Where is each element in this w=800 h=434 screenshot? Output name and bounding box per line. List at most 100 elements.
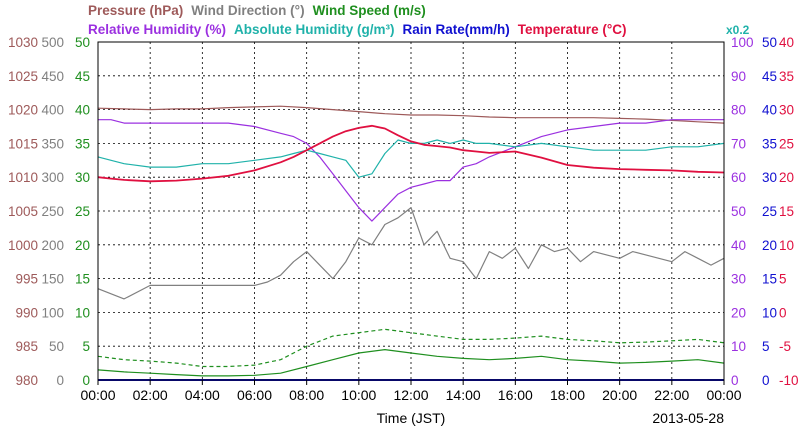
wind_speed-tick-label: 25 — [75, 204, 90, 219]
rain-scale-note: x0.2 — [726, 23, 750, 37]
temperature-tick-label: 25 — [779, 136, 794, 151]
humidity-tick-label: 10 — [731, 339, 746, 354]
wind_speed-tick-label: 45 — [75, 69, 90, 84]
legend-entry: Wind Direction (°) — [191, 3, 304, 18]
wind_speed-tick-label: 35 — [75, 136, 90, 151]
wind_speed-tick-label: 50 — [75, 35, 90, 50]
x-axis-label: Time (JST) — [377, 410, 446, 426]
humidity-tick-label: 60 — [731, 170, 746, 185]
temperature-tick-label: 5 — [779, 272, 787, 287]
humidity-tick-label: 40 — [731, 238, 746, 253]
x-tick-label: 18:00 — [550, 387, 585, 403]
rain-tick-label: 0 — [762, 373, 770, 388]
humidity-tick-label: 0 — [731, 373, 739, 388]
x-tick-label: 22:00 — [654, 387, 689, 403]
humidity-tick-label: 90 — [731, 69, 746, 84]
series-line — [97, 349, 725, 377]
temperature-tick-label: 20 — [779, 170, 794, 185]
legend-entry: Wind Speed (m/s) — [313, 3, 426, 18]
pressure-tick-label: 1025 — [8, 69, 38, 84]
wind_direction-tick-label: 150 — [41, 272, 64, 287]
pressure-tick-label: 1000 — [8, 238, 38, 253]
rain-tick-label: 30 — [762, 170, 777, 185]
y-axes: 9809859909951000100510101015102010251030… — [8, 35, 799, 388]
x-tick-label: 04:00 — [185, 387, 220, 403]
rain-tick-label: 5 — [762, 339, 770, 354]
wind_direction-tick-label: 250 — [41, 204, 64, 219]
wind_speed-tick-label: 0 — [82, 373, 90, 388]
rain-tick-label: 15 — [762, 272, 777, 287]
temperature-tick-label: 40 — [779, 35, 794, 50]
x-tick-label: 00:00 — [706, 387, 741, 403]
x-tick-label: 16:00 — [498, 387, 533, 403]
temperature-tick-label: 15 — [779, 204, 794, 219]
x-tick-label: 20:00 — [602, 387, 637, 403]
temperature-tick-label: 10 — [779, 238, 794, 253]
x-axis-ticks: 00:00 02:00 04:00 06:00 08:00 10:00 12:00 14:00… — [80, 380, 742, 403]
rain-tick-label: 25 — [762, 204, 777, 219]
wind_direction-tick-label: 50 — [49, 339, 64, 354]
wind_direction-tick-label: 0 — [56, 373, 64, 388]
plot-grid — [98, 42, 724, 380]
series-line — [97, 207, 725, 300]
pressure-tick-label: 985 — [15, 339, 38, 354]
humidity-tick-label: 30 — [731, 272, 746, 287]
wind_direction-tick-label: 450 — [41, 69, 64, 84]
pressure-tick-label: 1005 — [8, 204, 38, 219]
legend-row-1: Pressure (hPa) Wind Direction (°) Wind Spe… — [88, 3, 426, 18]
legend-row-2: Relative Humidity (%) Absolute Humidity (… — [88, 22, 626, 37]
wind_speed-tick-label: 5 — [82, 339, 90, 354]
temperature-tick-label: 0 — [779, 305, 787, 320]
wind_direction-tick-label: 200 — [41, 238, 64, 253]
date-label: 2013-05-28 — [652, 410, 724, 426]
wind_direction-tick-label: 300 — [41, 170, 64, 185]
legend-entry: Temperature (°C) — [518, 22, 627, 37]
wind_direction-tick-label: 100 — [41, 305, 64, 320]
x-tick-label: 06:00 — [237, 387, 272, 403]
wind_direction-tick-label: 500 — [41, 35, 64, 50]
pressure-tick-label: 1020 — [8, 103, 38, 118]
x-tick-label: 10:00 — [341, 387, 376, 403]
rain-tick-label: 40 — [762, 103, 777, 118]
wind_speed-tick-label: 30 — [75, 170, 90, 185]
pressure-tick-label: 995 — [15, 272, 38, 287]
pressure-tick-label: 1030 — [8, 35, 38, 50]
series-line — [98, 119, 724, 222]
series-line — [97, 105, 725, 124]
legend-entry: Pressure (hPa) — [88, 3, 183, 18]
humidity-tick-label: 70 — [731, 136, 746, 151]
pressure-tick-label: 990 — [15, 305, 38, 320]
rain-tick-label: 50 — [762, 35, 777, 50]
temperature-tick-label: -5 — [779, 339, 791, 354]
wind_speed-tick-label: 15 — [75, 272, 90, 287]
rain-tick-label: 20 — [762, 238, 777, 253]
wind_speed-tick-label: 10 — [75, 305, 90, 320]
temperature-tick-label: -10 — [779, 373, 799, 388]
humidity-tick-label: 50 — [731, 204, 746, 219]
x-tick-label: 12:00 — [393, 387, 428, 403]
pressure-tick-label: 980 — [15, 373, 38, 388]
legend-entry: Relative Humidity (%) — [88, 22, 226, 37]
temperature-tick-label: 30 — [779, 103, 794, 118]
wind_direction-tick-label: 400 — [41, 103, 64, 118]
humidity-tick-label: 100 — [731, 35, 754, 50]
temperature-tick-label: 35 — [779, 69, 794, 84]
x-tick-label: 14:00 — [446, 387, 481, 403]
wind_direction-tick-label: 350 — [41, 136, 64, 151]
humidity-tick-label: 20 — [731, 305, 746, 320]
humidity-tick-label: 80 — [731, 103, 746, 118]
series-line — [97, 124, 725, 183]
wind_speed-tick-label: 20 — [75, 238, 90, 253]
rain-tick-label: 10 — [762, 305, 777, 320]
rain-tick-label: 35 — [762, 136, 777, 151]
legend-entry: Absolute Humidity (g/m³) — [234, 22, 395, 37]
x-tick-label: 00:00 — [80, 387, 115, 403]
x-tick-label: 02:00 — [133, 387, 168, 403]
pressure-tick-label: 1010 — [8, 170, 38, 185]
wind_speed-tick-label: 40 — [75, 103, 90, 118]
series-line — [97, 139, 725, 178]
pressure-tick-label: 1015 — [8, 136, 38, 151]
x-tick-label: 08:00 — [289, 387, 324, 403]
legend-entry: Rain Rate(mm/h) — [403, 22, 510, 37]
